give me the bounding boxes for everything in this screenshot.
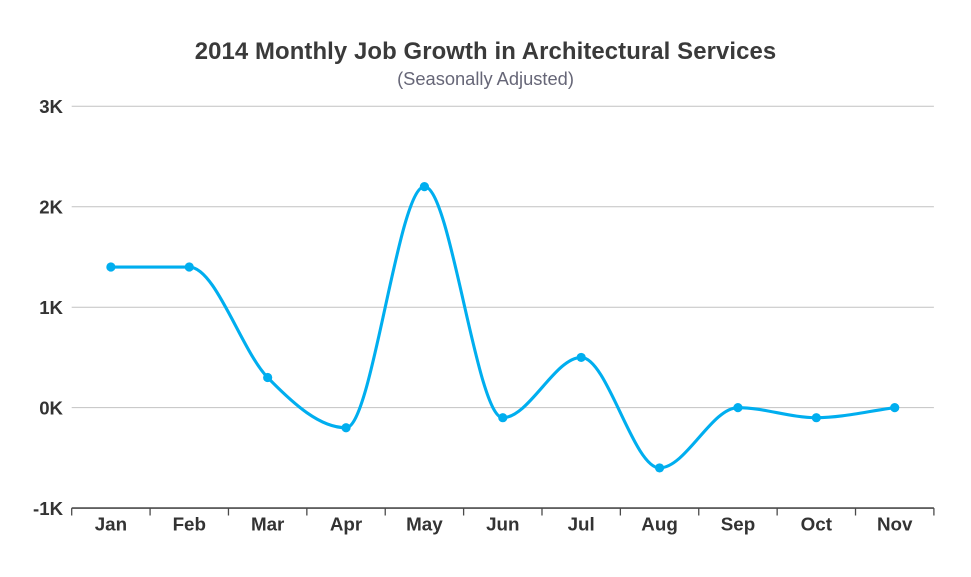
svg-text:Feb: Feb (173, 514, 206, 535)
svg-text:Mar: Mar (251, 514, 285, 535)
svg-text:Nov: Nov (877, 514, 913, 535)
svg-text:Jan: Jan (95, 514, 127, 535)
svg-text:Oct: Oct (801, 514, 833, 535)
svg-text:Jul: Jul (568, 514, 595, 535)
svg-text:2K: 2K (39, 197, 63, 218)
svg-text:-1K: -1K (33, 498, 64, 519)
svg-text:Apr: Apr (330, 514, 363, 535)
svg-text:Jun: Jun (486, 514, 519, 535)
svg-text:Aug: Aug (641, 514, 678, 535)
svg-text:Sep: Sep (721, 514, 755, 535)
svg-text:0K: 0K (39, 398, 63, 419)
svg-text:3K: 3K (39, 96, 63, 117)
svg-text:1K: 1K (39, 297, 63, 318)
svg-text:May: May (406, 514, 443, 535)
